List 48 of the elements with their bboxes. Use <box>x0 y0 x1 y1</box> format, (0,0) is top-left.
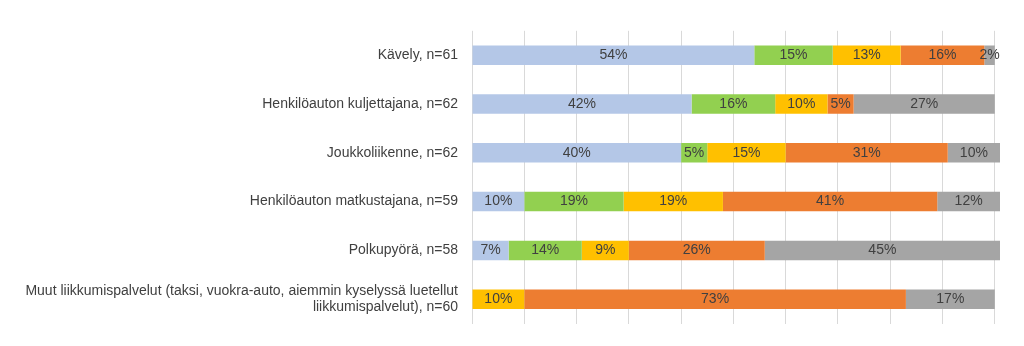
bar <box>524 191 624 212</box>
bar <box>785 143 948 163</box>
data-label: 16% <box>928 46 957 63</box>
data-label: 15% <box>732 143 761 160</box>
bar <box>853 94 995 114</box>
bar <box>764 240 1000 261</box>
data-label: 40% <box>562 143 591 160</box>
bar <box>905 289 995 309</box>
data-label: 10% <box>484 290 513 307</box>
y-tick-label: Henkilöauton matkustajana, n=59 <box>249 192 459 209</box>
data-label: 54% <box>599 46 628 63</box>
data-label: 15% <box>779 46 808 63</box>
y-tick-label: Muut liikkumispalvelut (taksi, vuokra-auto, aiemmin kyselyssä luetellut liikkumispalvelut), n=60 <box>25 281 459 315</box>
data-label: 19% <box>659 192 688 209</box>
data-label: 16% <box>719 94 748 111</box>
bar <box>472 94 692 114</box>
bar <box>472 143 682 163</box>
y-tick-label: Polkupyörä, n=58 <box>348 241 459 258</box>
data-label: 73% <box>701 290 730 307</box>
data-label: 27% <box>910 94 939 111</box>
data-label: 5% <box>684 143 705 160</box>
bar <box>524 289 906 309</box>
data-label: 17% <box>936 290 965 307</box>
data-label: 9% <box>595 241 616 258</box>
data-label: 12% <box>954 192 983 209</box>
bar <box>754 45 833 65</box>
bar <box>707 143 786 163</box>
data-label: 26% <box>682 241 711 258</box>
y-tick-label: Henkilöauton kuljettajana, n=62 <box>262 94 459 111</box>
data-label: 7% <box>480 241 501 258</box>
data-label: 10% <box>959 143 988 160</box>
bar <box>628 240 765 261</box>
bar <box>691 94 776 114</box>
y-tick-label: Joukkoliikenne, n=62 <box>326 143 459 160</box>
data-label: 41% <box>816 192 845 209</box>
data-label: 42% <box>568 94 597 111</box>
data-label: 14% <box>531 241 560 258</box>
bar <box>722 191 938 212</box>
data-label: 10% <box>787 94 816 111</box>
data-label: 13% <box>852 46 881 63</box>
y-tick-label: Kävely, n=61 <box>377 46 459 63</box>
data-label: 19% <box>559 192 588 209</box>
bar <box>832 45 901 65</box>
data-label: 31% <box>852 143 881 160</box>
bar <box>472 45 755 65</box>
data-label: 45% <box>868 241 897 258</box>
data-label: 10% <box>484 192 513 209</box>
data-label: 5% <box>830 94 851 111</box>
